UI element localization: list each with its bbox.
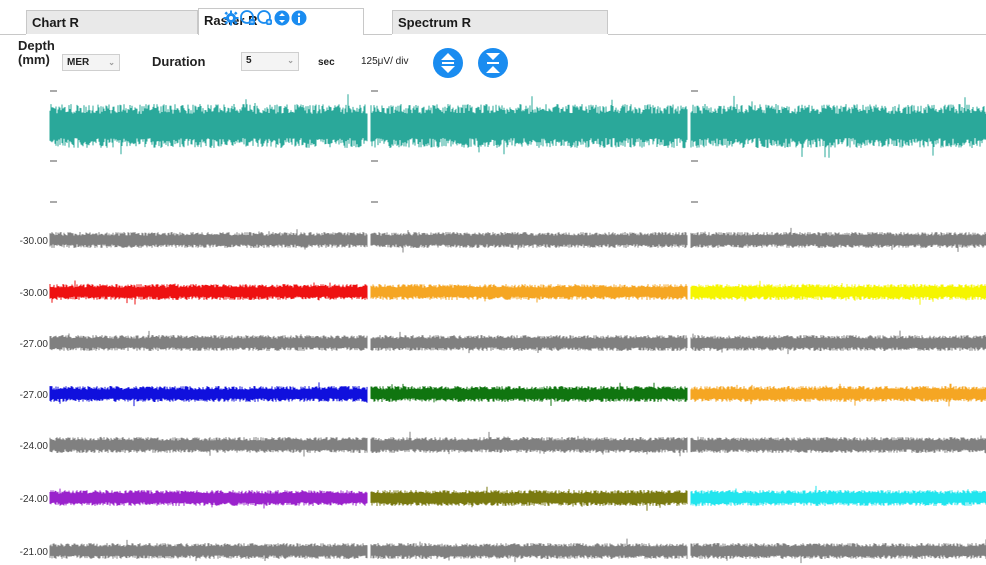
depth-label-line1: Depth	[18, 38, 55, 53]
tab-bar-divider	[608, 34, 986, 35]
duration-label: Duration	[152, 54, 206, 69]
chevron-down-icon: ⌄	[287, 56, 294, 65]
raster-toolbar: Depth (mm) MER ⌄ Duration 5 ⌄ sec 125μV/…	[0, 36, 986, 86]
depth-select[interactable]: MER ⌄	[62, 54, 120, 71]
duration-select-value: 5	[246, 55, 252, 66]
raster-trace[interactable]	[49, 280, 368, 305]
raster-trace[interactable]	[690, 330, 986, 355]
raster-trace[interactable]	[49, 382, 368, 407]
raster-trace[interactable]	[690, 539, 986, 564]
zoom-in-icon[interactable]	[257, 10, 273, 26]
raster-trace[interactable]	[690, 227, 986, 252]
depth-label-line2: (mm)	[18, 52, 50, 67]
raster-trace[interactable]	[370, 331, 688, 354]
raster-trace[interactable]	[49, 488, 368, 509]
sec-label: sec	[318, 57, 335, 68]
depth-row-label: -27.00	[20, 390, 49, 401]
raster-trace[interactable]	[370, 230, 688, 253]
raster-trace[interactable]	[370, 431, 688, 457]
compress-vertical-button[interactable]	[478, 48, 508, 78]
gear-icon[interactable]	[223, 10, 239, 26]
info-icon[interactable]	[291, 10, 307, 26]
expand-vertical-button[interactable]	[433, 48, 463, 78]
raster-trace[interactable]	[49, 94, 368, 155]
raster-trace[interactable]	[370, 284, 688, 303]
collapse-icon[interactable]	[274, 10, 290, 26]
duration-select[interactable]: 5 ⌄	[241, 52, 299, 71]
depth-row-label: -24.00	[20, 494, 49, 505]
tab-chart-r[interactable]: Chart R	[26, 10, 198, 34]
tab-bar-divider	[0, 34, 26, 35]
raster-trace[interactable]	[49, 229, 368, 250]
raster-trace[interactable]	[49, 539, 368, 562]
raster-trace[interactable]	[49, 436, 368, 457]
raster-trace[interactable]	[370, 96, 688, 155]
raster-trace[interactable]	[690, 383, 986, 407]
depth-row-label: -21.00	[20, 547, 49, 558]
scale-label: 125μV/ div	[361, 56, 409, 67]
zoom-out-icon[interactable]	[240, 10, 256, 26]
depth-row-label: -30.00	[20, 236, 49, 247]
tab-spectrum-r[interactable]: Spectrum R	[392, 10, 608, 34]
chevron-down-icon: ⌄	[108, 58, 115, 67]
raster-trace[interactable]	[370, 382, 688, 406]
tab-bar-divider	[364, 34, 392, 35]
depth-row-label: -30.00	[20, 288, 49, 299]
raster-trace[interactable]	[690, 280, 986, 305]
raster-trace[interactable]	[370, 486, 688, 511]
depth-row-label: -24.00	[20, 441, 49, 452]
depth-select-value: MER	[67, 57, 90, 68]
raster-tab-icons	[223, 10, 307, 26]
raster-trace[interactable]	[49, 330, 368, 351]
depth-label: Depth (mm)	[18, 39, 55, 67]
raster-trace[interactable]	[370, 538, 688, 563]
tab-bar: Chart R Raster R	[0, 0, 986, 36]
raster-trace[interactable]	[690, 485, 986, 507]
depth-row-label: -27.00	[20, 339, 49, 350]
raster-trace[interactable]	[690, 435, 986, 454]
raster-plot[interactable]: -30.00 -30.00 -27.00 -27.00 -24.00 -24.00 -21.…	[0, 86, 986, 565]
raster-trace[interactable]	[690, 95, 986, 158]
